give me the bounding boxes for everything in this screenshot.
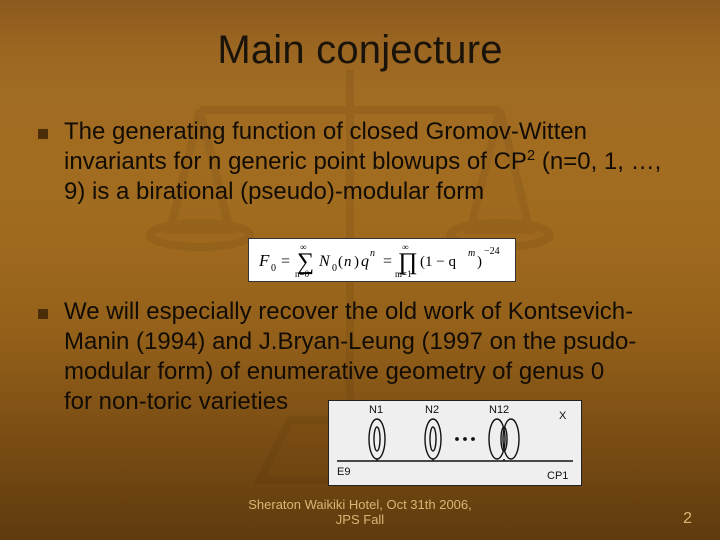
bullet-marker [38,129,48,139]
bullet-1-text: The generating function of closed Gromov… [64,117,682,206]
svg-text:n: n [344,254,352,270]
slide-title: Main conjecture [38,28,682,73]
svg-text:n: n [370,248,375,259]
svg-text:∞: ∞ [402,242,408,252]
svg-text:CP1: CP1 [547,470,568,482]
svg-text:): ) [354,254,359,270]
svg-text:−24: −24 [484,246,500,257]
bullet-2-main: We will especially recover the old work … [64,298,636,385]
diagram-box: N1 N2 N12 X E9 CP1 [328,400,582,486]
svg-text:E9: E9 [337,466,350,478]
svg-text:m: m [468,248,475,259]
slide: Main conjecture The generating function … [0,0,720,540]
svg-text:q: q [361,253,369,270]
svg-text:X: X [559,410,567,422]
footer-line-1: Sheraton Waikiki Hotel, Oct 31th 2006, [248,497,472,512]
bullet-2-text: We will especially recover the old work … [64,297,682,416]
bullet-1: The generating function of closed Gromov… [38,117,682,206]
svg-text:N12: N12 [489,404,509,416]
svg-text:): ) [477,254,482,270]
svg-text:n=0: n=0 [295,269,310,278]
svg-text:(: ( [338,254,343,270]
svg-text:N1: N1 [369,404,383,416]
formula-box: F 0 = ∑ ∞ n=0 N 0 ( n ) q n = ∏ ∞ m= [248,238,516,282]
svg-text:0: 0 [332,263,337,274]
bullet-1-pre: The generating function of closed Gromov… [64,118,587,175]
svg-text:∞: ∞ [300,242,306,252]
page-number: 2 [683,510,692,528]
svg-text:=: = [383,253,392,270]
svg-text:N: N [318,253,331,270]
svg-text:m=1: m=1 [395,269,412,278]
svg-text:(1 − q: (1 − q [420,254,456,270]
svg-text:0: 0 [271,263,276,274]
diagram-svg: N1 N2 N12 X E9 CP1 [329,401,581,485]
bullet-2: We will especially recover the old work … [38,297,682,416]
svg-text:F: F [258,251,270,270]
bullet-2-tail: for non-toric varieties [64,388,288,415]
svg-text:=: = [281,253,290,270]
footer: Sheraton Waikiki Hotel, Oct 31th 2006, J… [0,497,720,528]
footer-line-2: JPS Fall [0,512,720,528]
svg-text:N2: N2 [425,404,439,416]
bullet-marker [38,309,48,319]
bullet-1-sup: 2 [527,148,535,164]
formula-svg: F 0 = ∑ ∞ n=0 N 0 ( n ) q n = ∏ ∞ m= [257,242,507,278]
